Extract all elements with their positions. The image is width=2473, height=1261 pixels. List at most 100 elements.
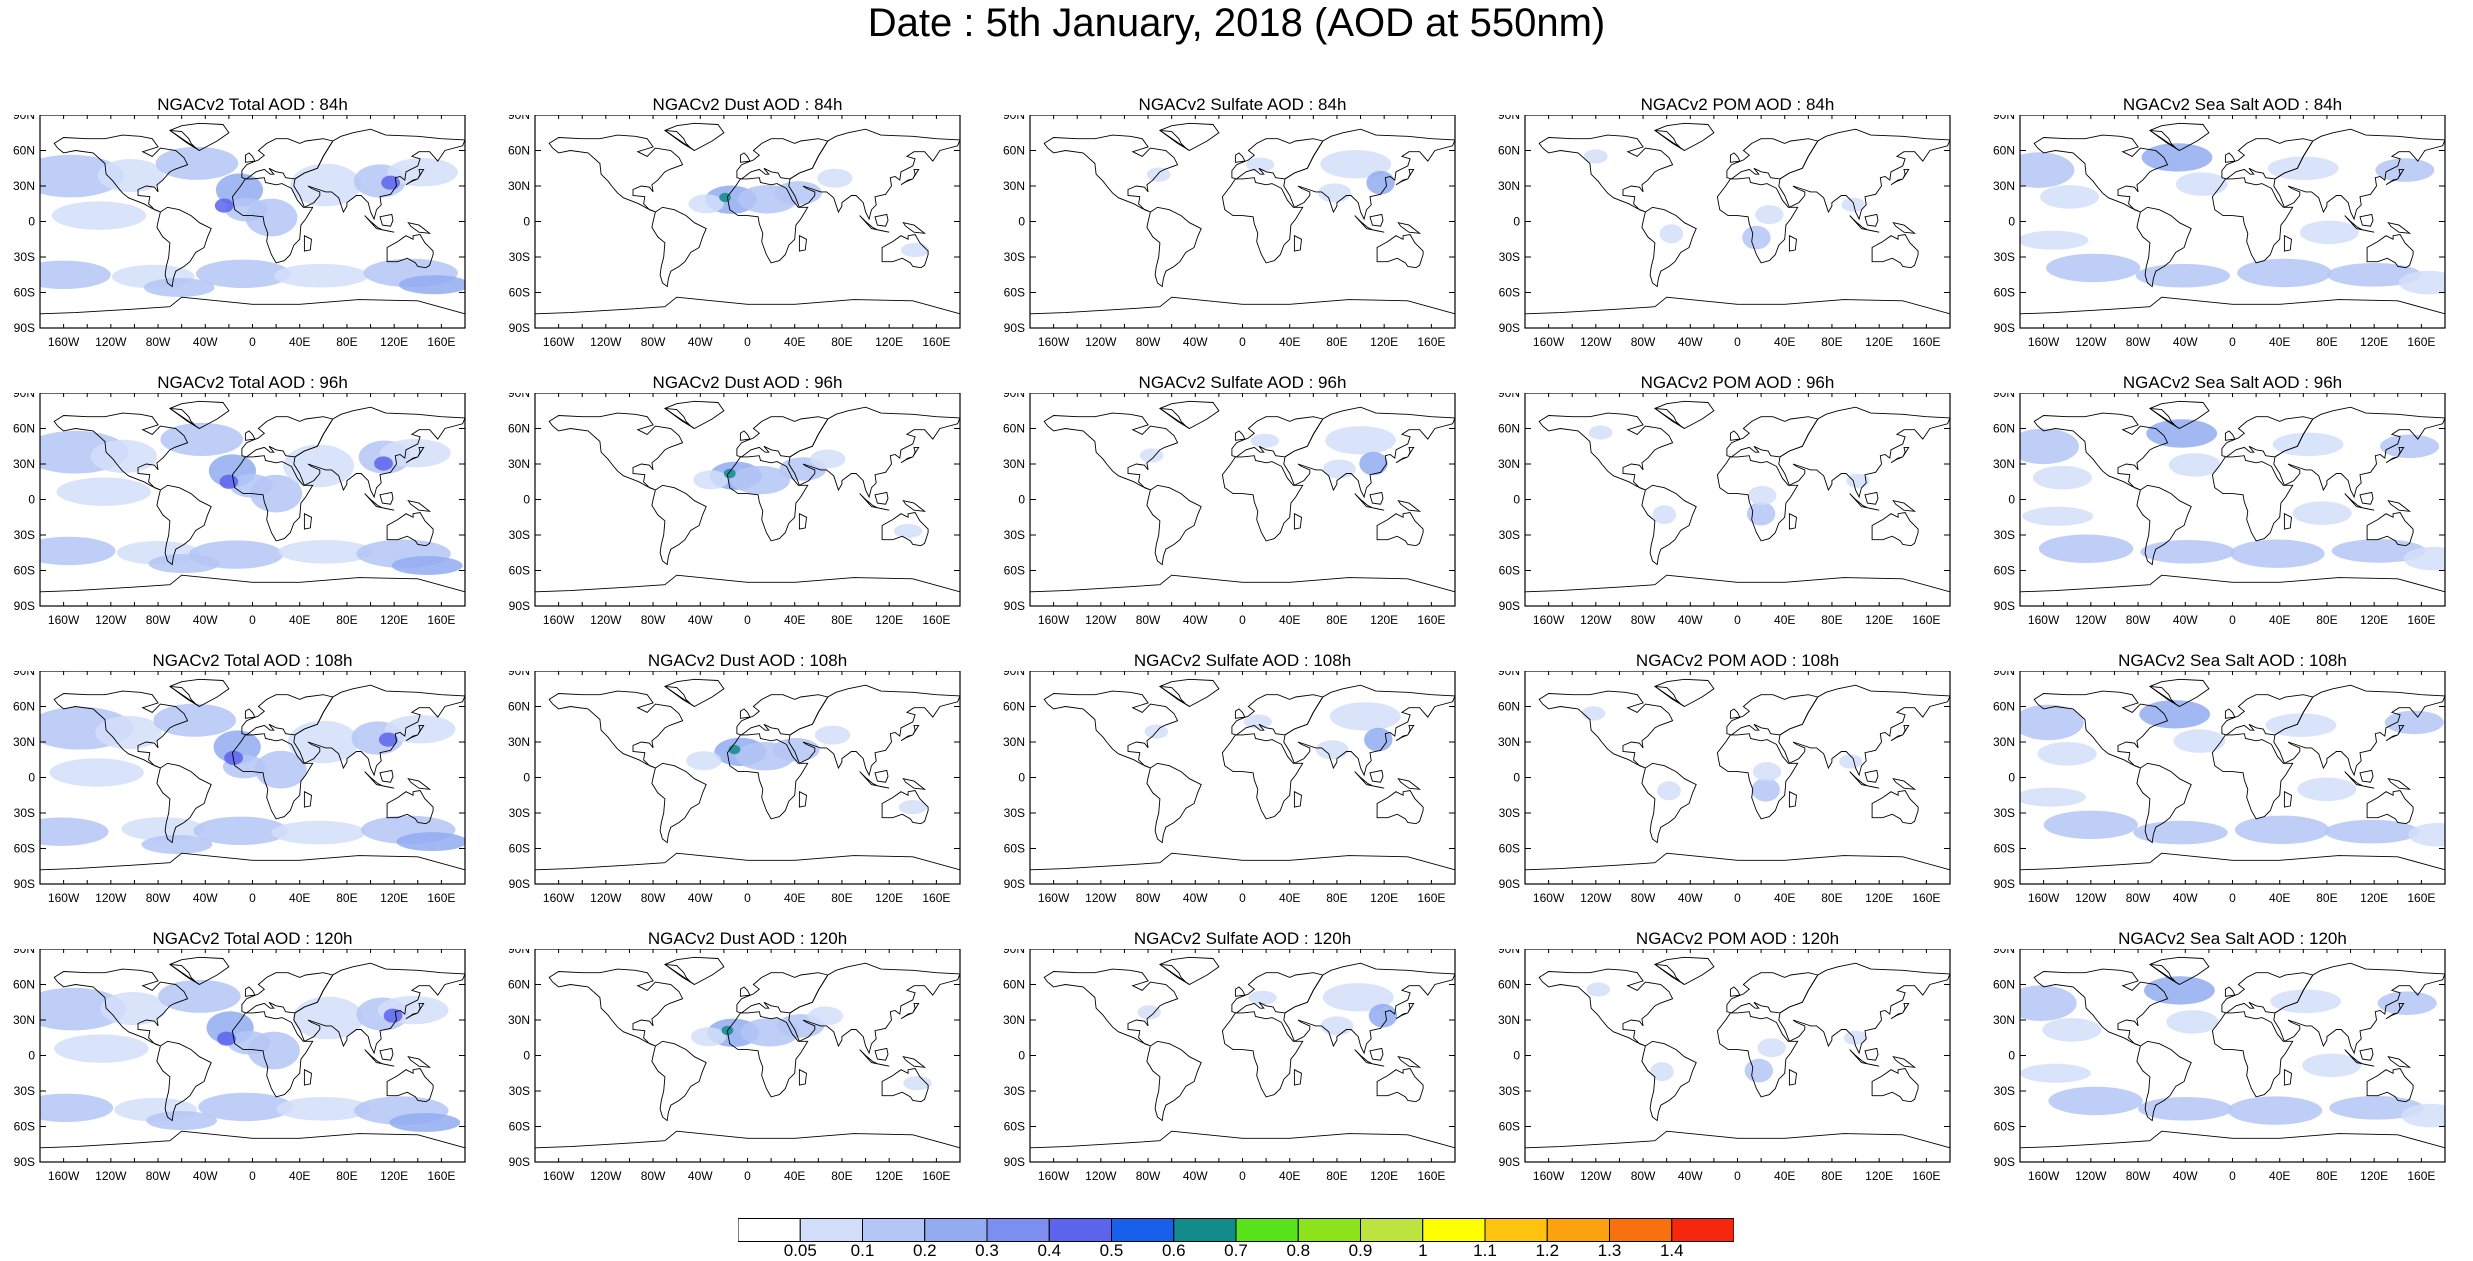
aod-plume (2040, 185, 2100, 209)
lon-label: 160W (1038, 1169, 1070, 1183)
coastline (1653, 956, 1715, 986)
aod-field (690, 1006, 932, 1091)
lat-label: 30S (1004, 806, 1025, 820)
lon-label: 120E (1370, 335, 1398, 349)
coastline (900, 724, 920, 742)
aod-plume (287, 720, 359, 764)
lon-label: 160E (922, 613, 950, 627)
lat-label: 90N (1498, 671, 1520, 678)
lon-label: 120E (380, 335, 408, 349)
lon-label: 40W (193, 613, 218, 627)
coastline (53, 412, 189, 491)
coastline (168, 956, 230, 986)
lon-label: 0 (2229, 1169, 2236, 1183)
lat-label: 90N (13, 393, 35, 400)
coastline (726, 455, 809, 542)
lat-label: 30S (509, 1084, 530, 1098)
lat-label: 30N (1003, 1013, 1025, 1027)
coastline (2366, 512, 2414, 547)
lon-label: 40W (2173, 613, 2198, 627)
map-plot: 90N 60N 30N 0 30S 60S 90S 160W 120W 80W 40W 0 40E 80E… (1993, 671, 2446, 905)
map-panel-sulfate-96h: NGACv2 Sulfate AOD : 96h 90N 60N 30N 0 30S 60S… (995, 373, 1489, 653)
coastline (169, 129, 200, 151)
lon-label: 40E (1774, 335, 1795, 349)
coastline (900, 168, 920, 186)
lat-label: 90S (1499, 877, 1520, 891)
coastline (874, 213, 889, 227)
coastline (2033, 134, 2169, 213)
lat-label: 60S (1004, 842, 1025, 856)
coastline (663, 400, 725, 430)
aod-plume (278, 540, 373, 564)
map-background (1525, 949, 1950, 1162)
coastline (1871, 790, 1919, 825)
lat-label: 30N (1003, 179, 1025, 193)
coastline (1158, 400, 1220, 430)
lon-label: 160E (922, 335, 950, 349)
coastline (1653, 678, 1715, 708)
lat-label: 30N (508, 735, 530, 749)
lon-label: 120W (2075, 1169, 2107, 1183)
lon-label: 120W (1085, 891, 1117, 905)
tick-marks (534, 115, 961, 329)
lat-label: 0 (2008, 771, 2015, 785)
coastline (1525, 574, 1950, 606)
lon-label: 160W (543, 335, 575, 349)
lon-label: 120E (380, 891, 408, 905)
lat-label: 60N (1993, 978, 2015, 992)
map-plot: 90N 60N 30N 0 30S 60S 90S 160W 120W 80W 40W 0 40E 80E… (508, 115, 961, 349)
lon-label: 120E (1865, 1169, 1893, 1183)
colorbar-label: 0.3 (975, 1241, 999, 1260)
coastlines (2020, 956, 2445, 1162)
coastline (1849, 1049, 1880, 1067)
coastline (1397, 222, 1422, 234)
lat-label: 30N (1993, 735, 2015, 749)
lon-label: 40W (1183, 613, 1208, 627)
aod-plume (2141, 143, 2213, 172)
aod-plume (2042, 1018, 2102, 1042)
colorbar-swatch (1173, 1218, 1237, 1242)
map-plot: 90N 60N 30N 0 30S 60S 90S 160W 120W 80W 40W 0 40E 80E… (1003, 393, 1456, 627)
lat-label: 60S (1499, 1120, 1520, 1134)
coastlines (40, 400, 465, 606)
coastlines (535, 678, 960, 884)
lon-label: 80E (1821, 613, 1842, 627)
colorbar-label: 0.8 (1286, 1241, 1311, 1260)
coastline (1030, 296, 1455, 328)
lat-label: 0 (523, 493, 530, 507)
coastline (2149, 685, 2180, 707)
coastline (156, 1040, 212, 1122)
coastline (2211, 1011, 2294, 1098)
lat-label: 0 (2008, 493, 2015, 507)
coastline (1043, 968, 1179, 1047)
coastline (379, 213, 394, 227)
lon-label: 160E (1912, 891, 1940, 905)
map-panel-dust-120h: NGACv2 Dust AOD : 120h 90N 60N 30N 0 30S 60S 90… (500, 929, 994, 1209)
aod-plume (772, 738, 820, 762)
lon-label: 80E (336, 891, 357, 905)
tick-marks (1524, 115, 1951, 329)
coastline (1729, 986, 1741, 997)
aod-plume (2037, 742, 2097, 766)
lat-label: 90S (1004, 877, 1025, 891)
coastline (1159, 963, 1190, 985)
coastline (1788, 234, 1797, 252)
lat-label: 60N (13, 700, 35, 714)
aod-plume (391, 556, 463, 575)
coastline (2033, 412, 2169, 491)
coastline (2385, 446, 2405, 464)
coastlines (1030, 678, 1455, 884)
coastlines (535, 956, 960, 1162)
tick-marks (1029, 671, 1456, 885)
coastline (1354, 215, 1385, 233)
coastline (1221, 1011, 1304, 1098)
coastline (364, 215, 395, 233)
coastline (1221, 455, 1304, 542)
aod-plume (2237, 258, 2332, 288)
coastline (231, 1011, 314, 1098)
aod-plume (195, 259, 291, 288)
coastlines (40, 122, 465, 328)
aod-plume (2146, 419, 2218, 448)
lon-label: 80E (336, 335, 357, 349)
